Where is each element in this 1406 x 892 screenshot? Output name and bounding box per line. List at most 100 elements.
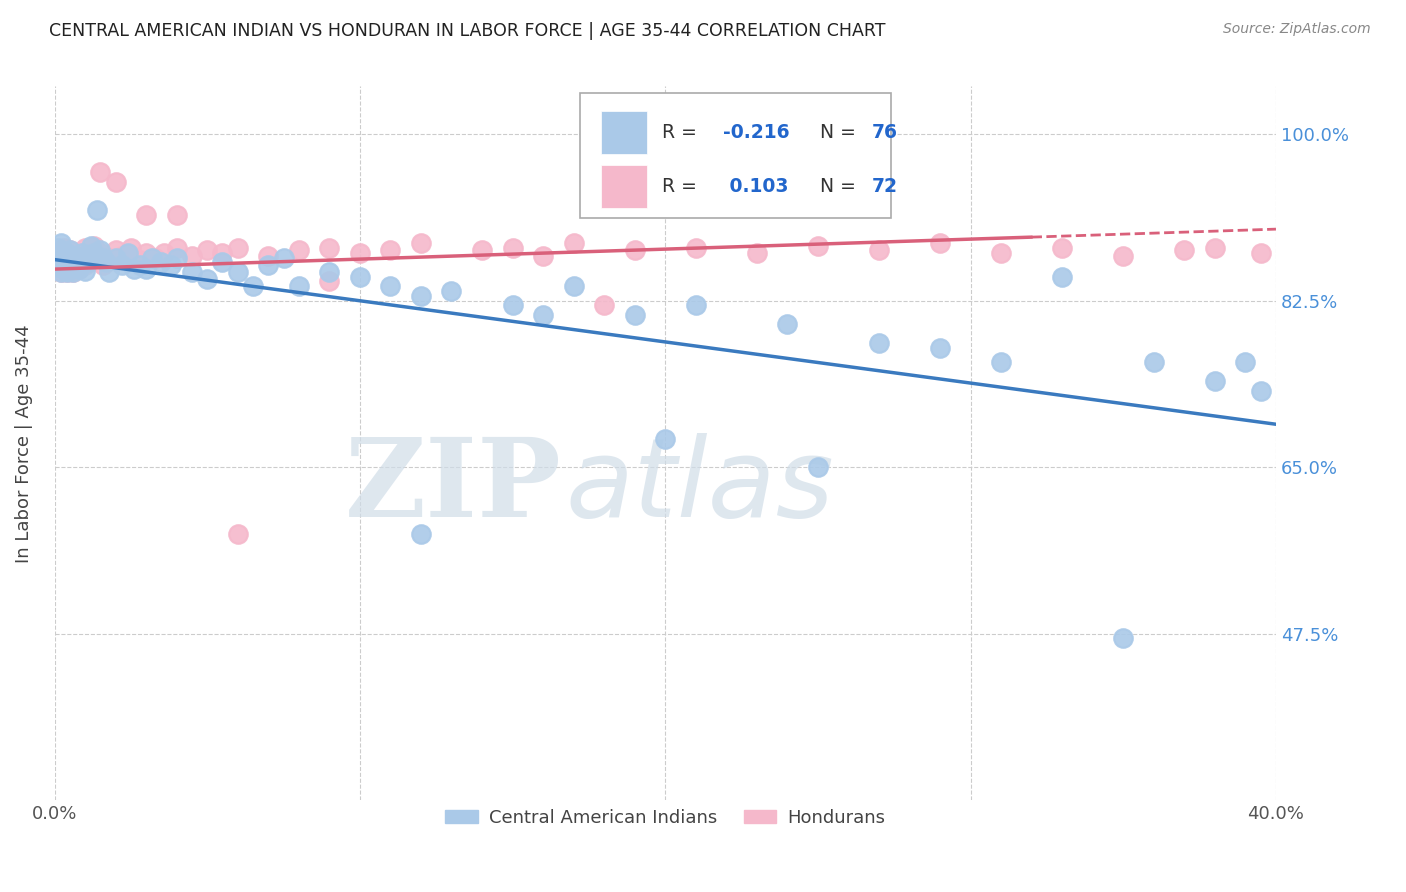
Point: [1143, 355, 1166, 369]
Text: R =: R =: [662, 177, 703, 196]
Text: Source: ZipAtlas.com: Source: ZipAtlas.com: [1223, 22, 1371, 37]
Point: [242, 279, 264, 293]
Point: [929, 236, 952, 251]
Point: [49, 265, 72, 279]
Point: [104, 243, 127, 257]
Point: [440, 284, 463, 298]
Point: [49, 236, 72, 251]
Point: [122, 262, 145, 277]
Point: [55, 255, 77, 269]
Point: [807, 460, 830, 475]
Point: [75, 251, 97, 265]
Point: [59, 249, 82, 263]
Point: [181, 265, 204, 279]
Point: [46, 260, 69, 275]
Point: [166, 251, 188, 265]
Point: [471, 243, 494, 257]
Point: [52, 249, 75, 263]
Point: [1204, 241, 1226, 255]
Point: [62, 265, 84, 279]
Point: [59, 258, 82, 272]
Legend: Central American Indians, Hondurans: Central American Indians, Hondurans: [439, 802, 893, 834]
Point: [135, 208, 157, 222]
Point: [49, 265, 72, 279]
Point: [159, 258, 181, 272]
Point: [868, 243, 890, 257]
Point: [52, 241, 75, 255]
Point: [93, 258, 115, 272]
Point: [93, 251, 115, 265]
Point: [111, 258, 134, 272]
Point: [349, 269, 371, 284]
Point: [1112, 632, 1135, 646]
Point: [211, 255, 233, 269]
FancyBboxPatch shape: [600, 112, 647, 154]
Point: [59, 243, 82, 257]
Point: [75, 264, 97, 278]
Point: [593, 298, 616, 312]
Point: [150, 255, 173, 269]
Point: [166, 208, 188, 222]
Point: [75, 241, 97, 255]
Point: [990, 355, 1012, 369]
Point: [502, 241, 524, 255]
Point: [226, 265, 249, 279]
Point: [135, 262, 157, 277]
Point: [226, 241, 249, 255]
Point: [77, 255, 100, 269]
Point: [80, 239, 103, 253]
Point: [55, 246, 77, 260]
Point: [623, 243, 645, 257]
Point: [868, 336, 890, 351]
Point: [211, 246, 233, 260]
Point: [104, 251, 127, 265]
Point: [141, 251, 163, 265]
Point: [52, 258, 75, 272]
Point: [135, 246, 157, 260]
Point: [226, 526, 249, 541]
Point: [288, 279, 311, 293]
Point: [117, 246, 139, 260]
Point: [80, 246, 103, 260]
Point: [67, 251, 90, 265]
Point: [65, 249, 87, 263]
Point: [49, 258, 72, 272]
Point: [46, 260, 69, 275]
Point: [502, 298, 524, 312]
Point: [318, 241, 340, 255]
Text: N =: N =: [820, 123, 862, 142]
Point: [62, 255, 84, 269]
Point: [86, 251, 108, 265]
Point: [52, 262, 75, 277]
Point: [62, 265, 84, 279]
Point: [1173, 243, 1195, 257]
Point: [111, 249, 134, 263]
Point: [89, 246, 111, 260]
Point: [59, 258, 82, 272]
Text: 72: 72: [872, 177, 897, 196]
Point: [1204, 375, 1226, 389]
Text: R =: R =: [662, 123, 703, 142]
Point: [89, 165, 111, 179]
Point: [75, 249, 97, 263]
Point: [67, 262, 90, 277]
Point: [104, 175, 127, 189]
Point: [70, 255, 93, 269]
Point: [55, 246, 77, 260]
Text: -0.216: -0.216: [723, 123, 789, 142]
Point: [318, 275, 340, 289]
Text: atlas: atlas: [565, 433, 834, 540]
Point: [120, 241, 142, 255]
Point: [98, 251, 121, 265]
Text: 0.103: 0.103: [723, 177, 789, 196]
Point: [685, 298, 707, 312]
Point: [562, 279, 585, 293]
Point: [83, 239, 105, 253]
Point: [49, 246, 72, 260]
Point: [318, 265, 340, 279]
Point: [98, 265, 121, 279]
Text: ZIP: ZIP: [344, 433, 561, 540]
Point: [70, 246, 93, 260]
Point: [745, 246, 768, 260]
Point: [129, 252, 152, 267]
